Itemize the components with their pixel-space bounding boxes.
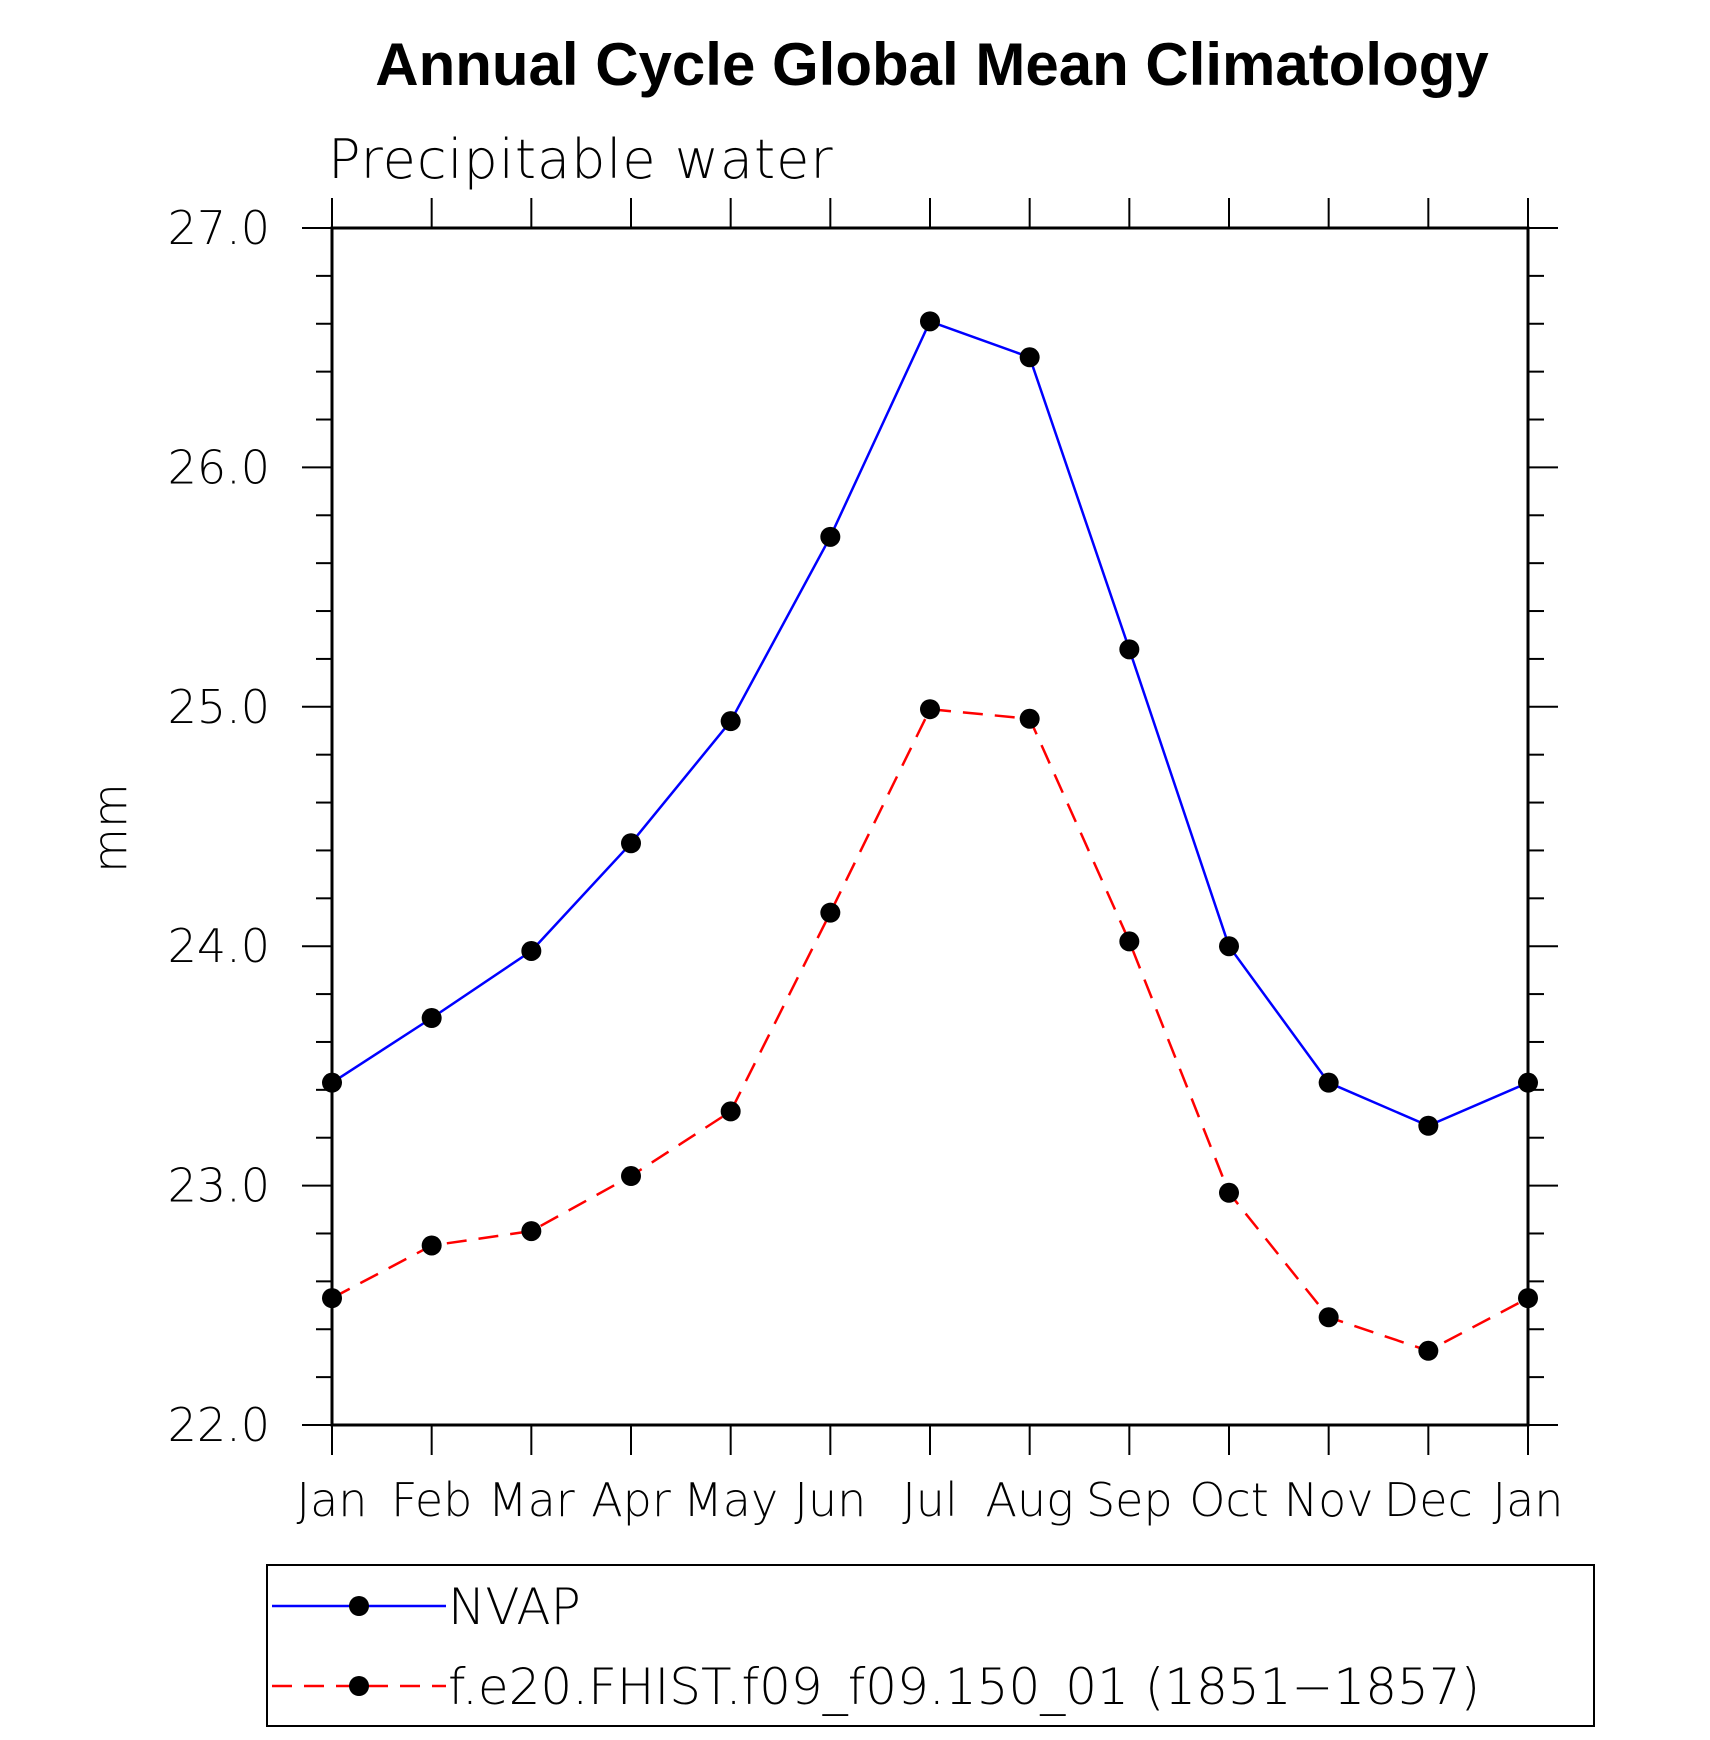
- y-tick-label: 26.0: [168, 440, 270, 494]
- series-line-2: [331, 707, 1529, 1353]
- data-point-series-1: [421, 1008, 442, 1029]
- x-tick-label: May: [683, 1473, 778, 1527]
- data-point-series-2: [421, 1235, 442, 1256]
- y-axis-label: mm: [83, 783, 137, 873]
- y-tick-label: 25.0: [168, 680, 270, 734]
- plot-frame: [330, 226, 1530, 1427]
- legend-label-2: f.e20.FHIST.f09_f09.150_01 (1851−1857): [448, 1658, 1480, 1716]
- data-point-series-1: [1518, 1072, 1538, 1093]
- data-point-series-2: [1318, 1307, 1339, 1328]
- chart-title: Annual Cycle Global Mean Climatology: [375, 31, 1489, 98]
- y-tick-label: 22.0: [168, 1398, 270, 1452]
- legend: NVAP f.e20.FHIST.f09_f09.150_01 (1851−185…: [266, 1564, 1595, 1727]
- x-tick-label: Sep: [1086, 1473, 1173, 1527]
- x-axis-ticks: Jan Feb Mar Apr May Jun Jul Aug Sep Oct Nov Dec Jan: [297, 198, 1564, 1527]
- legend-marker-2: [349, 1676, 369, 1696]
- data-point-series-2: [720, 1101, 741, 1122]
- x-tick-label: Nov: [1284, 1473, 1374, 1527]
- data-point-series-1: [1318, 1072, 1339, 1093]
- series-layer: [322, 311, 1538, 1361]
- data-point-series-2: [920, 699, 940, 720]
- data-point-series-1: [1019, 347, 1040, 368]
- legend-label-1: NVAP: [448, 1578, 581, 1636]
- data-point-series-1: [1219, 936, 1239, 957]
- chart-subtitle: Precipitable water: [328, 128, 834, 191]
- x-tick-label: Aug: [986, 1473, 1074, 1527]
- x-tick-label: Apr: [591, 1473, 671, 1527]
- y-axis-ticks: 22.0 23.0 24.0 25.0 26.0 27.0: [168, 201, 1558, 1452]
- data-point-series-2: [1219, 1182, 1239, 1203]
- data-point-series-1: [1119, 639, 1140, 660]
- legend-marker-1: [349, 1596, 369, 1616]
- data-point-series-2: [1119, 931, 1140, 952]
- y-tick-label: 27.0: [168, 201, 270, 255]
- data-point-series-1: [521, 940, 542, 961]
- data-point-series-1: [1418, 1115, 1439, 1136]
- x-tick-label: Feb: [391, 1473, 472, 1527]
- y-tick-label: 23.0: [168, 1159, 270, 1213]
- series-line-1: [331, 319, 1529, 1128]
- x-tick-label: Oct: [1189, 1473, 1269, 1527]
- y-tick-label: 24.0: [168, 919, 270, 973]
- data-point-series-2: [1418, 1340, 1439, 1361]
- x-tick-label: Mar: [488, 1473, 575, 1527]
- data-point-series-1: [920, 311, 940, 332]
- data-point-series-1: [720, 711, 741, 732]
- data-point-series-2: [820, 902, 841, 923]
- data-point-series-2: [322, 1288, 342, 1309]
- x-tick-label: Jan: [1493, 1473, 1564, 1527]
- data-point-series-1: [322, 1072, 342, 1093]
- data-point-series-1: [820, 526, 841, 547]
- x-tick-label: Jan: [297, 1473, 368, 1527]
- data-point-series-2: [521, 1221, 542, 1242]
- x-tick-label: Jun: [794, 1473, 866, 1527]
- x-tick-label: Jul: [902, 1473, 958, 1527]
- data-point-series-2: [1518, 1288, 1538, 1309]
- x-tick-label: Dec: [1384, 1473, 1473, 1527]
- data-point-series-2: [1019, 708, 1040, 729]
- legend-box: [266, 1564, 1595, 1727]
- data-point-series-2: [621, 1166, 641, 1187]
- data-point-series-1: [621, 833, 641, 854]
